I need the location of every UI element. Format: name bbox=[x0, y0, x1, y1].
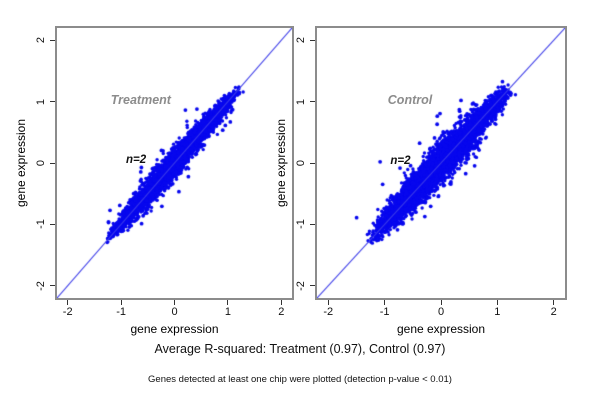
y-axis-title: gene expression bbox=[14, 118, 28, 208]
x-axis-tick bbox=[553, 300, 555, 305]
y-axis-tick bbox=[50, 101, 55, 103]
x-axis-tick bbox=[384, 300, 386, 305]
panel-title-control: Control bbox=[387, 93, 433, 108]
treatment-scatter-canvas bbox=[57, 28, 292, 298]
y-tick-label: 1 bbox=[35, 98, 47, 105]
y-axis-tick bbox=[50, 223, 55, 225]
x-tick-label: 2 bbox=[550, 306, 557, 318]
x-axis-title: gene expression bbox=[396, 322, 486, 336]
y-tick-label: 0 bbox=[295, 159, 307, 167]
x-axis-tick bbox=[496, 300, 498, 305]
x-axis-tick bbox=[174, 300, 175, 305]
x-tick-label: -1 bbox=[116, 306, 126, 318]
y-tick-label: 2 bbox=[295, 37, 307, 44]
y-axis-tick bbox=[310, 101, 315, 103]
x-axis-tick bbox=[280, 300, 282, 305]
y-axis-tick bbox=[50, 39, 55, 41]
y-tick-label: 2 bbox=[35, 37, 47, 44]
y-axis-title: gene expression bbox=[274, 118, 288, 208]
y-tick-label: 1 bbox=[295, 98, 307, 105]
x-tick-label: 0 bbox=[437, 306, 445, 318]
panel-title-treatment: Treatment bbox=[110, 93, 171, 108]
x-tick-label: 1 bbox=[494, 306, 501, 318]
y-axis-tick bbox=[310, 39, 315, 41]
y-axis-tick bbox=[50, 162, 55, 164]
y-tick-label: -1 bbox=[295, 219, 307, 230]
x-axis-tick bbox=[227, 300, 229, 305]
x-tick-label: -2 bbox=[62, 306, 73, 318]
y-tick-label: -1 bbox=[35, 219, 47, 230]
n-chips-annotation: n=2 bbox=[390, 155, 411, 168]
n-chips-annotation: n=2 bbox=[125, 153, 147, 166]
x-tick-label: 0 bbox=[171, 306, 178, 318]
y-tick-label: 0 bbox=[35, 159, 47, 167]
x-tick-label: 2 bbox=[278, 306, 285, 318]
x-axis-title: gene expression bbox=[130, 322, 219, 336]
y-axis-tick bbox=[50, 285, 55, 287]
x-axis-tick bbox=[327, 300, 329, 305]
caption-detection-note: Genes detected at least one chip were pl… bbox=[148, 374, 452, 385]
y-axis-tick bbox=[310, 162, 315, 164]
scatter-panel-control: Control n=2 gene expression gene express… bbox=[274, 26, 567, 336]
x-tick-label: 1 bbox=[224, 306, 231, 318]
y-axis-tick bbox=[310, 285, 315, 287]
scatter-panel-treatment: Treatment n=2 gene expression gene expre… bbox=[14, 26, 294, 336]
x-tick-label: -1 bbox=[379, 306, 390, 318]
control-scatter-canvas bbox=[317, 28, 565, 298]
y-tick-label: -2 bbox=[35, 280, 47, 291]
x-axis-tick bbox=[440, 300, 442, 305]
x-axis-tick bbox=[67, 300, 69, 305]
x-tick-label: -2 bbox=[323, 306, 334, 318]
caption-r-squared: Average R-squared: Treatment (0.97), Con… bbox=[154, 342, 446, 356]
y-tick-label: -2 bbox=[295, 280, 307, 291]
x-axis-tick bbox=[120, 300, 122, 305]
y-axis-tick bbox=[310, 223, 315, 225]
